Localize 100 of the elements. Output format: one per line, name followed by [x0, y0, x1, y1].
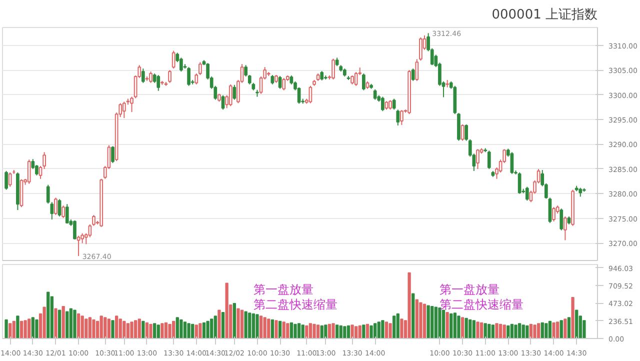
bar: [464, 318, 468, 338]
bar: [54, 308, 58, 338]
candlestick: [354, 72, 358, 86]
bar: [460, 317, 464, 338]
annotation: 第一盘放量: [254, 282, 314, 297]
candlestick: [228, 84, 232, 107]
bar: [225, 282, 228, 338]
bar: [522, 324, 525, 338]
bar: [571, 296, 574, 338]
candlestick: [487, 150, 491, 170]
bar: [544, 323, 548, 338]
bar: [191, 324, 194, 338]
bar: [214, 316, 217, 338]
bar: [145, 322, 149, 338]
candlestick: [111, 146, 114, 164]
bar: [297, 323, 301, 338]
bar: [267, 318, 270, 338]
bar: [236, 308, 240, 338]
bar: [278, 320, 282, 338]
annotation: 第二盘快速缩量: [440, 297, 524, 312]
bar: [488, 324, 491, 338]
bar: [104, 317, 107, 338]
bar: [176, 317, 179, 338]
bar: [240, 310, 244, 338]
bar: [24, 320, 27, 338]
candlestick: [46, 184, 50, 204]
candlestick: [460, 124, 464, 142]
bar: [73, 310, 76, 338]
candlestick: [388, 100, 392, 110]
bar: [560, 320, 563, 338]
bar: [20, 320, 24, 338]
bar: [149, 324, 152, 338]
bar: [114, 316, 118, 338]
bar: [540, 322, 544, 338]
candlestick: [42, 152, 46, 170]
candlestick: [510, 152, 514, 174]
bar: [564, 318, 567, 338]
bar: [343, 326, 346, 338]
candlestick: [564, 216, 567, 241]
candlestick: [54, 197, 58, 216]
candlestick: [27, 159, 31, 184]
candlestick: [381, 96, 384, 112]
bar: [422, 304, 426, 338]
candlestick: [156, 74, 160, 92]
bar: [210, 318, 214, 338]
candlestick: [172, 50, 176, 70]
candlestick: [373, 88, 377, 100]
bar: [346, 325, 350, 338]
bar: [324, 324, 328, 338]
bar: [88, 317, 92, 338]
bar: [358, 325, 362, 338]
bar: [556, 322, 560, 338]
bar: [294, 324, 297, 338]
candlestick: [4, 170, 8, 190]
bar: [172, 320, 176, 338]
bar: [419, 302, 422, 338]
bar: [252, 313, 256, 338]
candlestick: [332, 58, 335, 80]
bar: [290, 322, 294, 338]
bar: [354, 326, 358, 338]
candlestick: [282, 77, 286, 91]
bar: [42, 306, 46, 338]
candlestick: [73, 220, 76, 240]
bar: [107, 318, 111, 338]
bar: [533, 324, 536, 338]
bar: [350, 324, 354, 338]
bar: [567, 317, 571, 338]
candlestick: [50, 202, 54, 220]
bar: [31, 317, 34, 338]
candlestick: [525, 186, 529, 202]
bar: [160, 323, 164, 338]
bar: [28, 318, 31, 338]
bar: [138, 318, 141, 338]
annotation: 第一盘放量: [440, 282, 500, 297]
bar: [58, 310, 62, 338]
candlestick: [560, 208, 564, 231]
candlestick: [65, 204, 69, 224]
bar: [35, 319, 38, 338]
bar: [526, 325, 529, 338]
bar: [232, 302, 236, 338]
bar: [156, 324, 160, 338]
bar: [328, 324, 332, 338]
bar: [198, 323, 202, 338]
bar: [400, 318, 404, 338]
candlestick: [320, 70, 324, 81]
bar: [194, 324, 198, 338]
candlestick: [168, 70, 172, 84]
bar: [286, 323, 290, 338]
bar: [180, 319, 183, 338]
bar: [476, 322, 480, 338]
bar: [134, 320, 138, 338]
bar: [274, 320, 278, 338]
bar: [168, 324, 172, 338]
candlestick: [149, 71, 152, 84]
bar: [46, 292, 50, 338]
bar: [396, 313, 400, 338]
bar: [111, 320, 114, 338]
candlestick: [411, 68, 415, 82]
bar: [8, 323, 12, 338]
bar: [218, 310, 221, 338]
